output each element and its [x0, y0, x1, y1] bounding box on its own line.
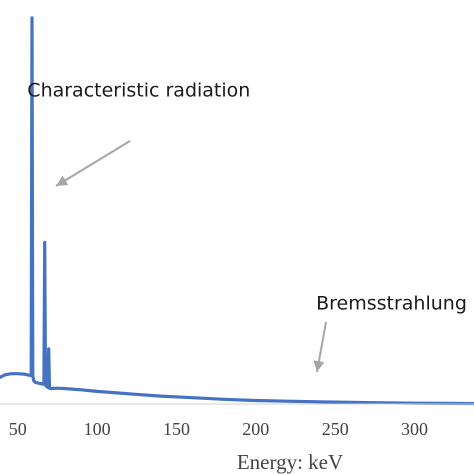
x-tick-label: 250 [322, 419, 349, 439]
x-tick-label: 200 [242, 419, 269, 439]
x-tick-label: 300 [401, 419, 428, 439]
annotation-arrow-0 [55, 140, 131, 187]
annotation-arrowhead-1 [313, 360, 325, 372]
x-tick-labels: 501001502002503003 [9, 419, 428, 439]
annotation-label-1: Bremsstrahlung radiation [316, 292, 474, 314]
x-tick-label: 50 [9, 419, 27, 439]
annotation-label-0: Characteristic radiation [27, 80, 250, 102]
plot-area [0, 16, 474, 406]
x-tick-label: 150 [163, 419, 190, 439]
spectrum-line-0 [0, 16, 474, 406]
x-tick-label: 100 [84, 419, 111, 439]
annotation-arrowhead-0 [56, 175, 69, 186]
annotations: Characteristic radiation Bremsstrahlung r… [27, 80, 474, 373]
x-axis-title: Energy: keV [237, 450, 343, 474]
